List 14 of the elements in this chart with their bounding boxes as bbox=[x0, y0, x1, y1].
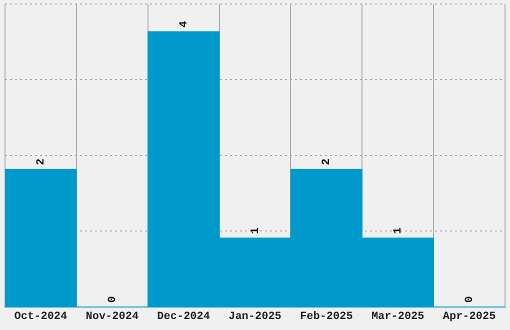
data-label: 1 bbox=[250, 226, 262, 234]
data-label: 2 bbox=[321, 158, 334, 166]
x-tick-label: Apr-2025 bbox=[442, 311, 496, 324]
data-label: 1 bbox=[392, 226, 405, 234]
data-label: 0 bbox=[464, 296, 476, 303]
data-label: 2 bbox=[35, 158, 48, 166]
x-tick-label: Jan-2025 bbox=[228, 311, 282, 324]
x-tick-label: Oct-2024 bbox=[14, 311, 68, 324]
data-label: 0 bbox=[106, 296, 119, 303]
x-tick-label: Nov-2024 bbox=[86, 311, 139, 324]
x-tick-label: Feb-2025 bbox=[300, 311, 354, 324]
x-tick-label: Mar-2025 bbox=[371, 311, 425, 324]
x-tick-label: Dec-2024 bbox=[157, 311, 210, 324]
data-label: 4 bbox=[178, 20, 190, 28]
